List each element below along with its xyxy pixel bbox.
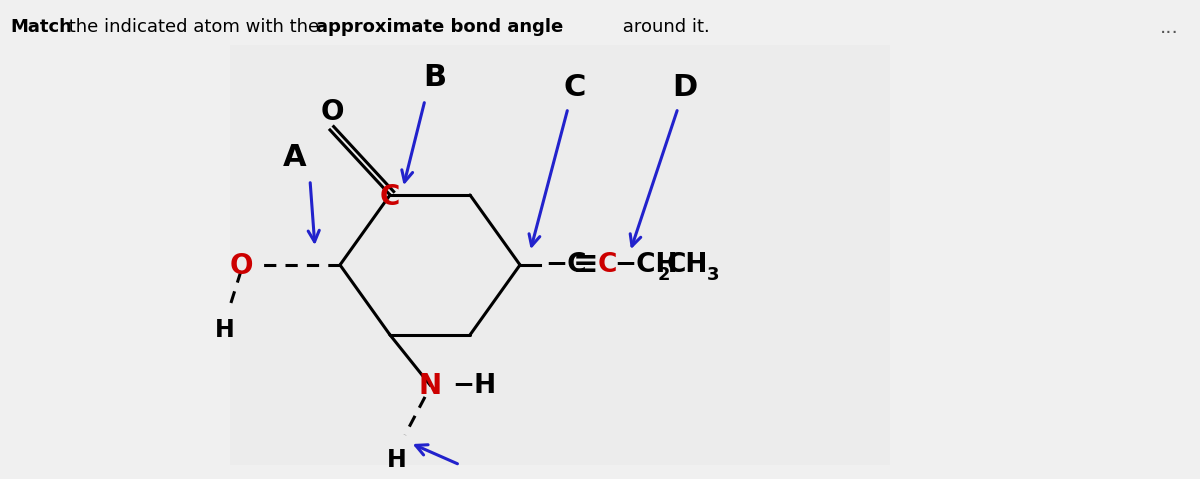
Text: C: C	[380, 183, 400, 211]
Bar	[230, 45, 890, 465]
Text: ...: ...	[1160, 18, 1178, 37]
Text: −CH: −CH	[614, 252, 678, 278]
Text: ≡: ≡	[574, 251, 599, 279]
Text: −C: −C	[545, 252, 587, 278]
Text: A: A	[283, 143, 307, 172]
Text: D: D	[672, 73, 697, 103]
Text: 3: 3	[707, 266, 720, 284]
Text: C: C	[598, 252, 617, 278]
Text: H: H	[215, 318, 235, 342]
Text: C: C	[564, 73, 586, 103]
Text: N: N	[419, 372, 442, 400]
Text: Match: Match	[10, 18, 72, 36]
Text: H: H	[388, 448, 407, 472]
Text: the indicated atom with the: the indicated atom with the	[64, 18, 325, 36]
Text: B: B	[424, 64, 446, 92]
Text: approximate bond angle: approximate bond angle	[316, 18, 563, 36]
Text: around it.: around it.	[617, 18, 709, 36]
Text: O: O	[229, 252, 253, 280]
Text: 2: 2	[658, 266, 671, 284]
Text: CH: CH	[667, 252, 708, 278]
Text: O: O	[320, 98, 343, 126]
Text: −H: −H	[452, 373, 496, 399]
